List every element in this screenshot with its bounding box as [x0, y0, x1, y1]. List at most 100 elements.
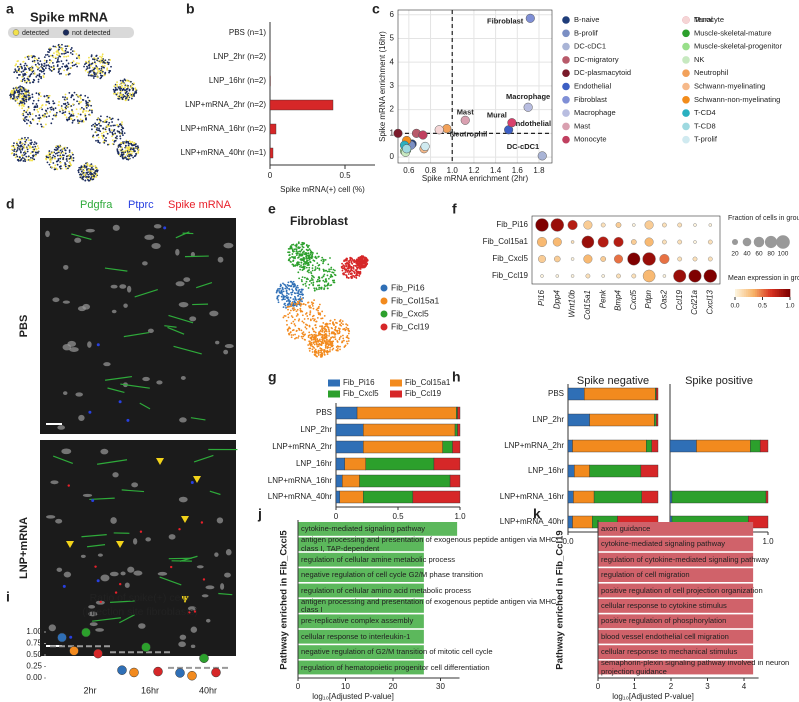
nucleus [123, 303, 128, 307]
nucleus [49, 624, 56, 631]
umap-cell [276, 292, 278, 294]
umap-cell [126, 147, 128, 149]
umap-cell [363, 261, 365, 263]
y-tick-label: LNP_2hr [300, 425, 332, 434]
umap-cell [83, 172, 85, 174]
legend-title: Mean expression in group [728, 275, 799, 282]
x-tick-label: 1 [632, 682, 637, 691]
y-tick-label: LNP_16hr (n=2) [209, 76, 266, 85]
bar-segment [654, 414, 656, 426]
nucleus [112, 472, 118, 477]
umap-cell [288, 254, 290, 256]
umap-cell [291, 322, 293, 324]
umap-cell [340, 325, 342, 327]
umap-cell [286, 292, 288, 294]
dot [601, 223, 605, 227]
umap-cell [92, 75, 94, 77]
umap-cell [26, 119, 28, 121]
umap-cell [323, 342, 325, 344]
umap-cell [29, 76, 31, 78]
legend-swatch [562, 123, 570, 131]
umap-cell [294, 305, 296, 307]
umap-cell [97, 70, 99, 72]
umap-cell [67, 68, 69, 70]
umap-cell [302, 266, 304, 268]
umap-cell [300, 311, 302, 313]
umap-cell [78, 96, 80, 98]
umap-cell [64, 99, 66, 101]
row-label: Fib_Pi16 [496, 220, 528, 229]
umap-cell [121, 142, 123, 144]
umap-cell [298, 290, 300, 292]
legend-label: Neutrophil [694, 68, 729, 77]
umap-cell [289, 312, 291, 314]
umap [9, 44, 139, 182]
umap-cell [137, 151, 139, 153]
umap-cell [89, 114, 91, 116]
umap-cell [313, 320, 315, 322]
umap-cell [41, 64, 43, 66]
umap-cell [107, 144, 109, 146]
umap-cell [313, 334, 315, 336]
umap-cell [62, 96, 64, 98]
umap-cell [84, 95, 86, 97]
umap-cell [72, 122, 74, 124]
column-label: Wnt10b [568, 289, 577, 317]
bar-label: regulation of cellular amine metabolic p… [301, 552, 563, 568]
umap-cell [296, 262, 298, 264]
umap-cell [53, 155, 55, 157]
umap-cell [91, 125, 93, 127]
umap-cell [54, 158, 56, 160]
bar-label: positive regulation of cell projection o… [601, 583, 797, 599]
umap-cell [68, 111, 70, 113]
point [508, 118, 517, 127]
umap-cell [300, 244, 302, 246]
umap-cell [78, 63, 80, 65]
umap-cell [325, 278, 327, 280]
umap-cell [66, 160, 68, 162]
umap-cell [90, 105, 92, 107]
bar-segment [584, 388, 655, 400]
legend-tick: 100 [778, 251, 789, 258]
umap-cell [57, 155, 59, 157]
umap-cell [339, 339, 341, 341]
x-tick-label: 2hr [83, 685, 96, 695]
umap-cell [17, 60, 19, 62]
umap-cell [330, 268, 332, 270]
umap-cell [311, 339, 313, 341]
nucleus [57, 568, 63, 572]
umap-cell [19, 103, 21, 105]
umap-cell [10, 98, 12, 100]
umap-cell [120, 138, 122, 140]
umap-cell [101, 55, 103, 57]
umap-cell [308, 305, 310, 307]
point-label: DC-cDC1 [507, 142, 540, 151]
umap-cell [276, 290, 278, 292]
nucleus [133, 538, 137, 545]
umap-cell [298, 318, 300, 320]
umap-cell [33, 100, 35, 102]
umap-cell [35, 115, 37, 117]
umap-cell [58, 68, 60, 70]
umap-cell [90, 65, 92, 67]
dot [614, 255, 623, 264]
umap-cell [289, 261, 291, 263]
umap-cell [20, 100, 22, 102]
dot [678, 223, 682, 227]
umap-cell [279, 292, 281, 294]
umap-cell [13, 150, 15, 152]
umap-cell [53, 67, 55, 69]
umap-cell [298, 320, 300, 322]
umap-cell [335, 349, 337, 351]
umap-cell [309, 253, 311, 255]
umap-cell [346, 341, 348, 343]
umap-cell [48, 152, 50, 154]
y-tick-label: LNP_16hr [296, 459, 332, 468]
legend-label: Fib_Ccl19 [405, 389, 442, 398]
umap-cell [52, 151, 54, 153]
umap-cell [329, 333, 331, 335]
umap-cell [121, 82, 123, 84]
umap-cell [54, 168, 56, 170]
legend-swatch [381, 298, 388, 305]
umap-cell [98, 128, 100, 130]
